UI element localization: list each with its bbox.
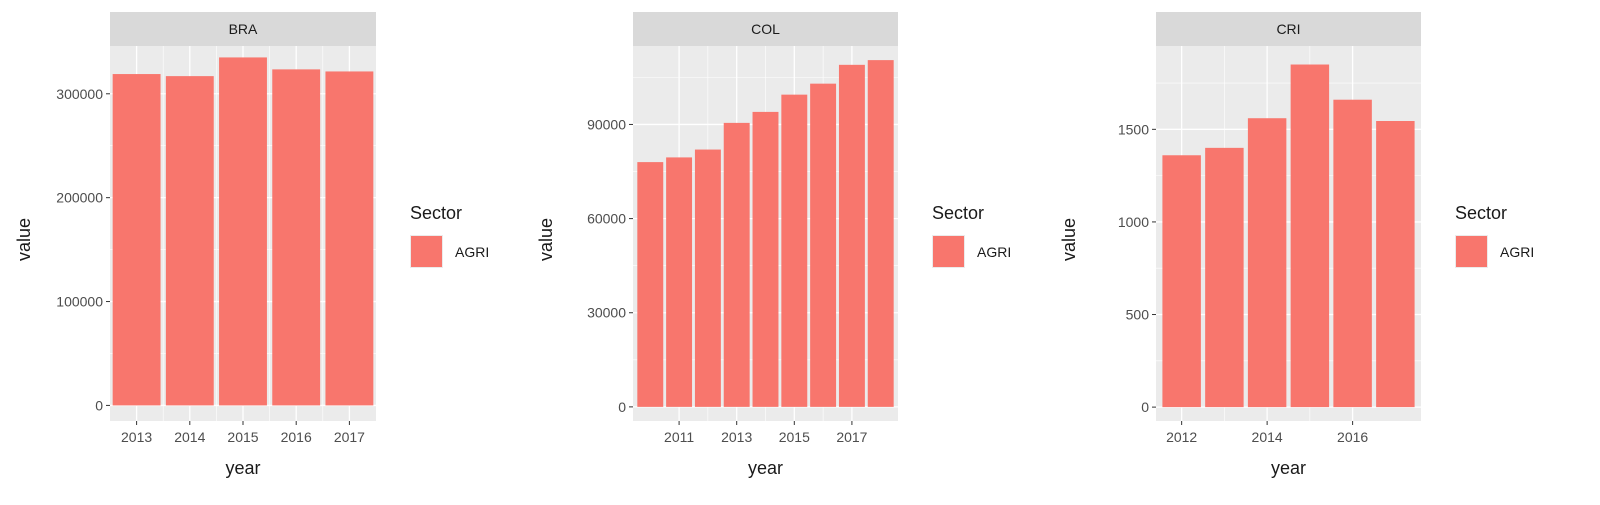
cri-legend-swatch (1456, 236, 1487, 267)
bra-x-tick-label: 2017 (334, 429, 365, 445)
col-y-tick-label: 30000 (587, 305, 626, 321)
col-x-tick-label: 2011 (664, 429, 694, 445)
col-bar-2016 (810, 84, 836, 407)
bra-x-axis-title: year (225, 458, 260, 478)
bra-x-tick-label: 2015 (227, 429, 258, 445)
cri-facet-label: CRI (1276, 21, 1300, 37)
cri-legend-title: Sector (1455, 203, 1507, 223)
bra-x-tick-label: 2013 (121, 429, 152, 445)
bra-bar-2015 (219, 57, 267, 405)
col-x-tick-label: 2017 (836, 429, 867, 445)
col-legend-swatch (933, 236, 964, 267)
col-bar-2012 (695, 150, 721, 407)
bra-y-tick-label: 0 (95, 397, 103, 413)
col-x-axis-title: year (748, 458, 783, 478)
col-legend-entry: AGRI (977, 244, 1011, 260)
bra-bar-2013 (113, 74, 161, 405)
bra-bar-2014 (166, 76, 214, 405)
col-y-tick-label: 90000 (587, 116, 626, 132)
col-x-tick-label: 2015 (779, 429, 810, 445)
col-y-axis-title: value (536, 218, 556, 261)
cri-x-tick-label: 2012 (1166, 429, 1197, 445)
col-bar-2011 (666, 157, 692, 406)
col-bar-2014 (753, 112, 779, 407)
bra-legend-entry: AGRI (455, 244, 489, 260)
bra-legend-swatch (411, 236, 442, 267)
cri-bar-2012 (1162, 155, 1200, 407)
bra-x-tick-label: 2016 (281, 429, 312, 445)
cri-bar-2013 (1205, 148, 1243, 407)
bra-x-tick-label: 2014 (174, 429, 205, 445)
col-legend-title: Sector (932, 203, 984, 223)
bra-y-tick-label: 300000 (56, 86, 103, 102)
bra-y-tick-label: 200000 (56, 190, 103, 206)
cri-y-tick-label: 1000 (1118, 214, 1149, 230)
bra-y-tick-label: 100000 (56, 294, 103, 310)
cri-y-axis-title: value (1059, 218, 1079, 261)
bra-legend-title: Sector (410, 203, 462, 223)
cri-bar-2015 (1291, 65, 1329, 408)
col-bar-2018 (868, 60, 894, 407)
cri-bar-2016 (1333, 100, 1371, 407)
col-y-tick-label: 60000 (587, 211, 626, 227)
cri-x-axis-title: year (1271, 458, 1306, 478)
cri-y-tick-label: 1500 (1118, 121, 1149, 137)
bra-bar-2017 (325, 71, 373, 405)
cri-bar-2014 (1248, 118, 1286, 407)
col-bar-2010 (637, 162, 663, 407)
bra-facet-label: BRA (229, 21, 258, 37)
col-bar-2017 (839, 65, 865, 407)
col-bar-2015 (781, 95, 807, 407)
col-y-tick-label: 0 (618, 399, 626, 415)
cri-x-tick-label: 2014 (1252, 429, 1283, 445)
cri-bar-2017 (1376, 121, 1414, 407)
cri-legend-entry: AGRI (1500, 244, 1534, 260)
bra-bar-2016 (272, 69, 320, 405)
col-bar-2013 (724, 123, 750, 407)
cri-x-tick-label: 2016 (1337, 429, 1368, 445)
col-facet-label: COL (751, 21, 780, 37)
cri-y-tick-label: 500 (1126, 307, 1150, 323)
col-x-tick-label: 2013 (721, 429, 752, 445)
bra-y-axis-title: value (14, 218, 34, 261)
cri-y-tick-label: 0 (1141, 399, 1149, 415)
